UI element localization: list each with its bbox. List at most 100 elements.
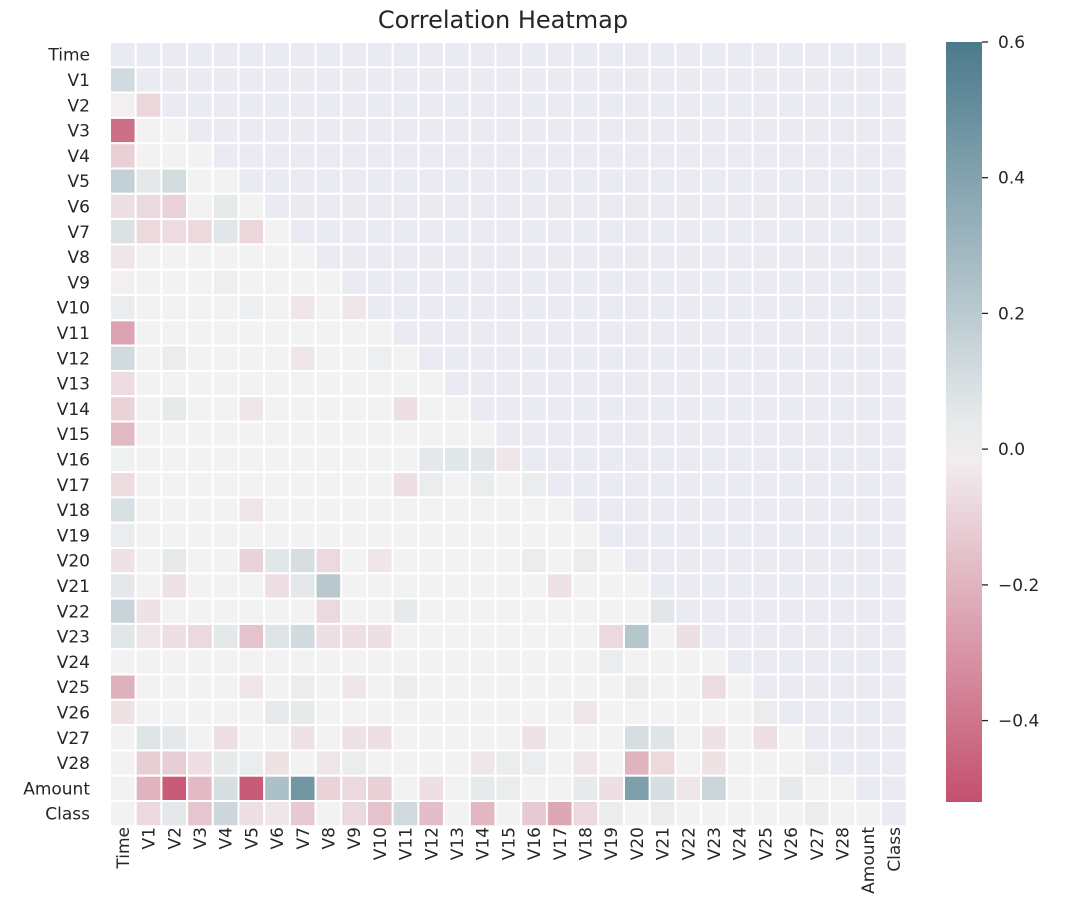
heatmap-cell bbox=[391, 724, 420, 752]
heatmap-cell bbox=[366, 800, 394, 828]
heatmap-cell-masked bbox=[725, 116, 754, 145]
heatmap-cell bbox=[211, 749, 240, 777]
heatmap-cell-masked bbox=[443, 369, 471, 398]
heatmap-cell bbox=[494, 648, 523, 676]
heatmap-cell-masked bbox=[597, 395, 625, 423]
heatmap-cell bbox=[751, 774, 780, 803]
heatmap-cell-masked bbox=[880, 496, 908, 524]
heatmap-cell-masked bbox=[674, 344, 703, 372]
heatmap-cell bbox=[545, 673, 574, 701]
heatmap-cell-masked bbox=[597, 420, 625, 448]
heatmap-cell bbox=[237, 648, 266, 676]
heatmap-cell bbox=[391, 800, 420, 828]
heatmap-cell bbox=[211, 648, 240, 676]
heatmap-cell bbox=[417, 420, 446, 448]
heatmap-cell bbox=[854, 800, 882, 828]
heatmap-cell-masked bbox=[494, 319, 523, 347]
heatmap-cell-masked bbox=[545, 218, 574, 246]
heatmap-cell bbox=[468, 521, 497, 550]
heatmap-cell bbox=[109, 800, 137, 828]
heatmap-cell-masked bbox=[880, 218, 908, 246]
heatmap-cell bbox=[443, 572, 471, 600]
heatmap-cell-masked bbox=[725, 648, 754, 676]
heatmap-cell bbox=[391, 420, 420, 448]
heatmap-cell bbox=[237, 243, 266, 271]
heatmap-cell bbox=[468, 724, 497, 752]
heatmap-cell bbox=[186, 521, 214, 550]
heatmap-cell-masked bbox=[648, 192, 677, 221]
row-tick-label: V3 bbox=[68, 122, 90, 142]
column-tick-label: Time bbox=[114, 827, 134, 870]
heatmap-cell bbox=[417, 572, 446, 600]
heatmap-cell-masked bbox=[725, 66, 754, 94]
heatmap-cell-masked bbox=[520, 369, 548, 398]
heatmap-cell-masked bbox=[366, 243, 394, 271]
heatmap-cell bbox=[134, 395, 163, 423]
heatmap-cell-masked bbox=[623, 116, 651, 145]
heatmap-cell bbox=[237, 622, 266, 651]
heatmap-cell-masked bbox=[725, 369, 754, 398]
heatmap-cell bbox=[391, 648, 420, 676]
heatmap-cell bbox=[520, 749, 548, 777]
heatmap-cell bbox=[263, 395, 291, 423]
heatmap-cell-masked bbox=[597, 116, 625, 145]
heatmap-cell-masked bbox=[880, 698, 908, 727]
heatmap-cell bbox=[391, 774, 420, 803]
heatmap-cell-masked bbox=[777, 547, 805, 575]
heatmap-cell-masked bbox=[751, 192, 780, 221]
heatmap-cell bbox=[494, 445, 523, 474]
heatmap-cell-masked bbox=[237, 142, 266, 170]
heatmap-cell bbox=[314, 294, 343, 322]
heatmap-cell bbox=[494, 749, 523, 777]
heatmap-cell bbox=[160, 369, 189, 398]
heatmap-cell-masked bbox=[520, 243, 548, 271]
row-tick-label: V28 bbox=[57, 754, 90, 774]
heatmap-cell-masked bbox=[854, 698, 882, 727]
heatmap-cell-masked bbox=[520, 420, 548, 448]
heatmap-cell-masked bbox=[854, 369, 882, 398]
column-tick-label: V16 bbox=[525, 827, 545, 860]
heatmap-cell-masked bbox=[648, 319, 677, 347]
heatmap-cell-masked bbox=[674, 41, 703, 69]
heatmap-cell bbox=[545, 597, 574, 625]
colorbar-tick-label: 0.2 bbox=[998, 304, 1025, 324]
heatmap-cell bbox=[648, 597, 677, 625]
heatmap-cell bbox=[597, 547, 625, 575]
heatmap-cell-masked bbox=[288, 41, 317, 69]
heatmap-cell bbox=[366, 774, 394, 803]
heatmap-cell-masked bbox=[494, 167, 523, 195]
heatmap-cell bbox=[237, 774, 266, 803]
heatmap-cell-masked bbox=[494, 41, 523, 69]
heatmap-cell bbox=[571, 547, 600, 575]
heatmap-cell-masked bbox=[854, 622, 882, 651]
heatmap-cell bbox=[494, 572, 523, 600]
heatmap-cell-masked bbox=[751, 218, 780, 246]
heatmap-cell-masked bbox=[571, 319, 600, 347]
heatmap-cell bbox=[520, 698, 548, 727]
heatmap-cell-masked bbox=[623, 268, 651, 297]
heatmap-cell bbox=[134, 445, 163, 474]
heatmap-cell-masked bbox=[674, 66, 703, 94]
heatmap-cell-masked bbox=[366, 294, 394, 322]
heatmap-cell-masked bbox=[211, 116, 240, 145]
heatmap-cell-masked bbox=[802, 66, 831, 94]
heatmap-cell bbox=[160, 774, 189, 803]
heatmap-cell bbox=[288, 243, 317, 271]
heatmap-cell bbox=[545, 496, 574, 524]
heatmap-cell-masked bbox=[340, 218, 368, 246]
heatmap-cell bbox=[134, 344, 163, 372]
heatmap-cell bbox=[751, 800, 780, 828]
row-tick-label: V26 bbox=[57, 704, 90, 724]
heatmap-cell-masked bbox=[674, 369, 703, 398]
heatmap-cell-masked bbox=[777, 319, 805, 347]
heatmap-cell bbox=[288, 294, 317, 322]
heatmap-cell-masked bbox=[802, 218, 831, 246]
heatmap-cell-masked bbox=[468, 294, 497, 322]
heatmap-cell bbox=[340, 749, 368, 777]
heatmap-cell-masked bbox=[725, 344, 754, 372]
heatmap-cell-masked bbox=[391, 268, 420, 297]
heatmap-cell bbox=[648, 648, 677, 676]
heatmap-cell-masked bbox=[828, 142, 857, 170]
heatmap-cell-masked bbox=[777, 445, 805, 474]
heatmap-cell-masked bbox=[700, 572, 728, 600]
